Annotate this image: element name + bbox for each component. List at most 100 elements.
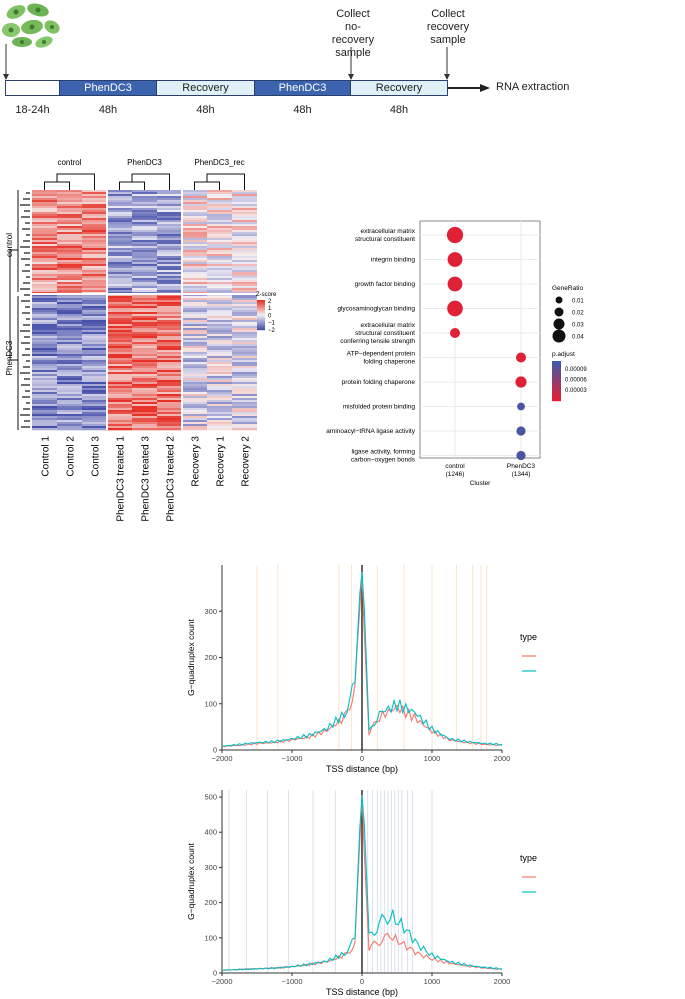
heatmap-cell [57,398,82,401]
heatmap-cell [132,212,157,215]
enrichment-dot [515,376,527,388]
heatmap-cell [232,248,257,251]
heatmap-cell [132,338,157,341]
heatmap-cell [82,344,107,347]
heatmap-cell [82,322,107,325]
y-tick-label: 0 [213,746,217,755]
heatmap-cell [32,358,57,361]
heatmap-cell [207,404,232,407]
heatmap-cell [207,202,232,205]
heatmap-cell [32,428,57,431]
legend-color-step [552,374,561,376]
heatmap-cell [157,250,182,253]
heatmap-cell [182,216,207,219]
heatmap-cell [57,392,82,395]
heatmap-cell [82,418,107,421]
heatmap-cell [107,418,132,421]
heatmap-cell [157,406,182,409]
heatmap-cell [32,280,57,283]
enrichment-dot [449,327,461,339]
heatmap-cell [207,302,232,305]
heatmap-cell [82,212,107,215]
heatmap-cell [232,394,257,397]
heatmap-cell [132,340,157,343]
heatmap-cell [182,402,207,405]
heatmap-cell [107,190,132,193]
heatmap-cell [132,218,157,221]
term-label: integrin binding [371,257,415,264]
heatmap-cell [82,254,107,257]
heatmap-cell [207,290,232,293]
heatmap-cell [157,326,182,329]
heatmap-cell [132,278,157,281]
heatmap-cell [182,316,207,319]
heatmap-cell [157,282,182,285]
heatmap-cell [232,402,257,405]
heatmap-cell [32,208,57,211]
heatmap-cell [32,264,57,267]
heatmap-cell [32,352,57,355]
heatmap-cell [82,214,107,217]
heatmap-cell [207,248,232,251]
heatmap-cell [232,340,257,343]
heatmap-cell [157,386,182,389]
heatmap-cell [157,332,182,335]
heatmap-cell [132,376,157,379]
heatmap-cell [132,320,157,323]
heatmap-cell [82,244,107,247]
heatmap-cell [32,348,57,351]
heatmap-cell [232,190,257,193]
heatmap-cell [57,416,82,419]
legend-color-step [552,373,561,375]
heatmap-cell [132,266,157,269]
heatmap-cell [107,274,132,277]
heatmap-cell [107,250,132,253]
heatmap-cell [132,386,157,389]
heatmap-cell [232,406,257,409]
heatmap-cell [157,294,182,297]
heatmap-cell [157,414,182,417]
heatmap-cell [232,316,257,319]
heatmap-cell [182,414,207,417]
heatmap-cell [207,226,232,229]
heatmap-cell [157,234,182,237]
heatmap-cell [182,282,207,285]
heatmap-cell [207,240,232,243]
heatmap-cell [182,404,207,407]
heatmap-row-group-label: control [5,233,14,257]
heatmap-cell [82,404,107,407]
heatmap-cell [107,266,132,269]
heatmap-cell [57,394,82,397]
heatmap-cell [107,246,132,249]
heatmap-cell [107,396,132,399]
heatmap-cell [232,342,257,345]
heatmap-cell [132,318,157,321]
heatmap-cell [132,322,157,325]
heatmap-cell [157,300,182,303]
heatmap-cell [32,362,57,365]
heatmap-cell [232,334,257,337]
heatmap-cell [132,290,157,293]
legend-color-step [257,317,265,319]
heatmap-cell [182,428,207,431]
heatmap-cell [232,378,257,381]
heatmap-cell [57,266,82,269]
generatio-legend-title: GeneRatio [552,285,583,292]
y-tick-label: 500 [204,793,217,802]
heatmap-cell [57,318,82,321]
heatmap-cell [182,368,207,371]
heatmap-cell [107,352,132,355]
legend-color-step [257,329,265,331]
heatmap-cell [207,396,232,399]
legend-color-step [552,391,561,393]
heatmap-cell [32,402,57,405]
legend-color-step [552,371,561,373]
heatmap-cell [182,388,207,391]
generatio-legend-value: 0.01 [572,299,584,305]
heatmap-cell [232,388,257,391]
heatmap-cell [232,420,257,423]
heatmap-cell [157,238,182,241]
legend-color-step [257,325,265,327]
heatmap-cell [57,364,82,367]
heatmap-cell [107,238,132,241]
